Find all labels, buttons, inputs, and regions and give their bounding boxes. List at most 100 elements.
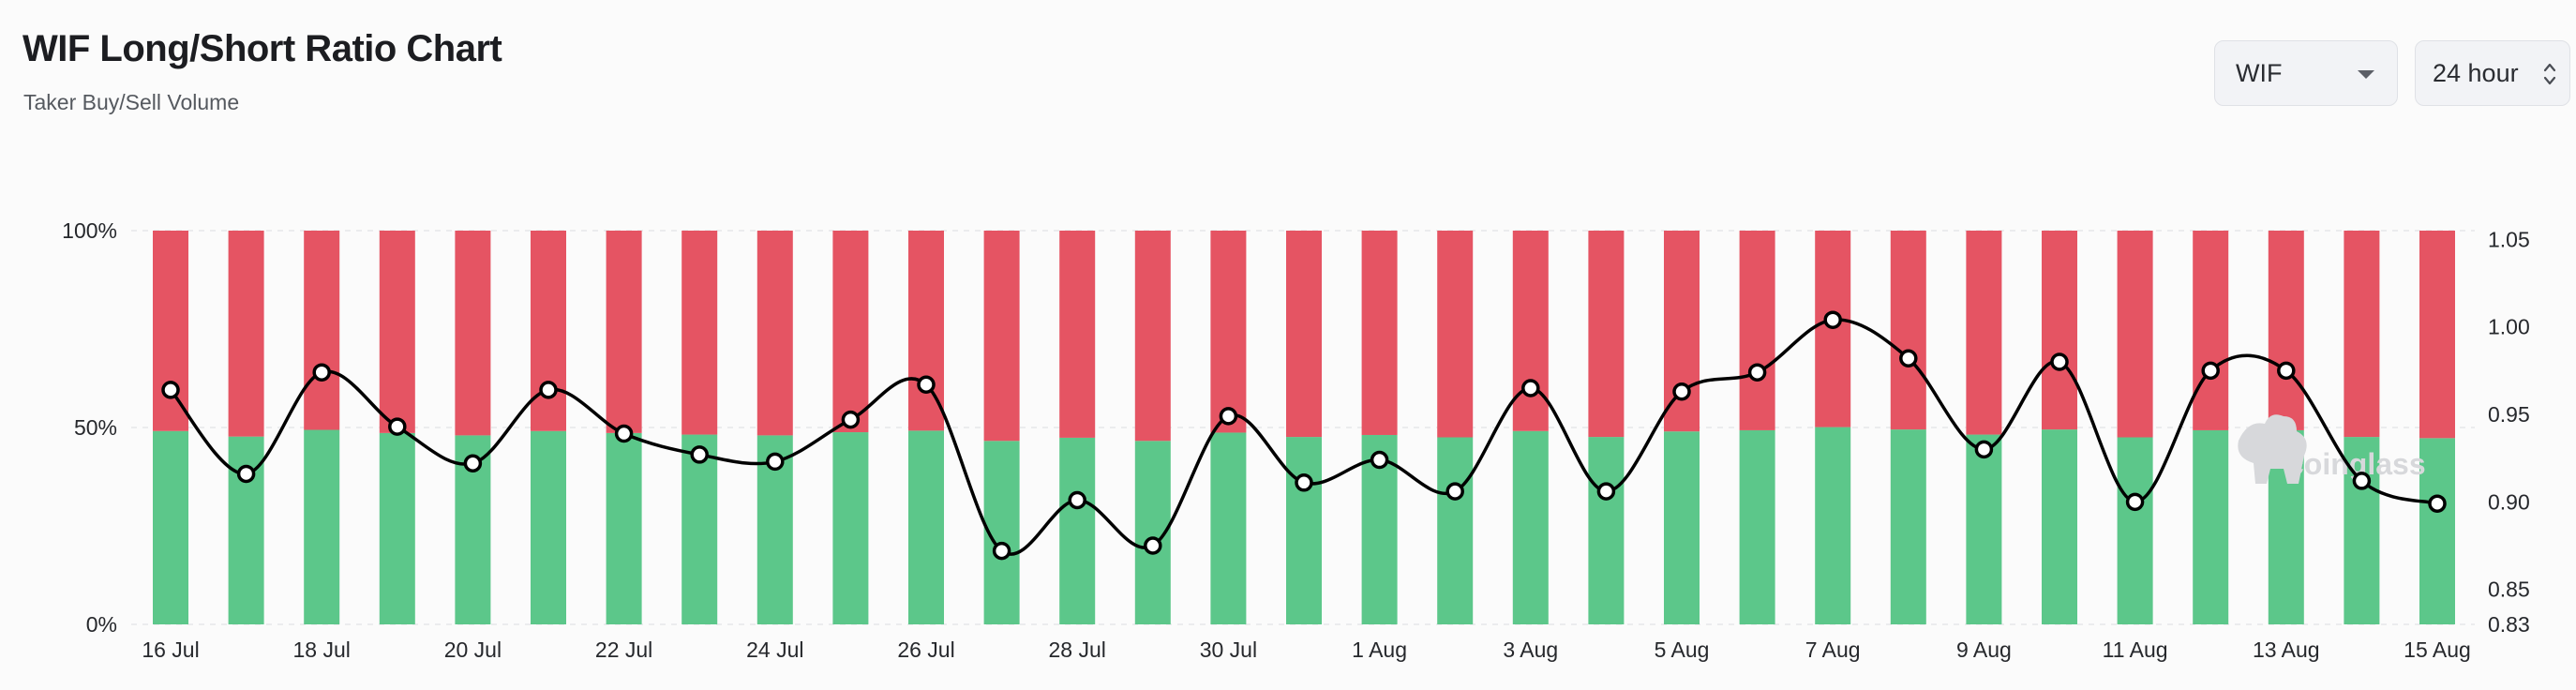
ratio-point [312, 363, 331, 382]
long-bar [304, 429, 340, 624]
symbol-select-value: WIF [2236, 58, 2283, 87]
short-bar [1512, 231, 1549, 431]
ratio-point [992, 541, 1011, 561]
ratio-point [1144, 536, 1162, 555]
long-bar [1286, 437, 1322, 624]
short-bar [1361, 231, 1398, 435]
short-bar [1134, 231, 1171, 442]
x-tick-label: 16 Jul [142, 638, 199, 662]
x-tick-label: 28 Jul [1049, 638, 1106, 662]
long-bar [1437, 437, 1474, 624]
ratio-point [614, 424, 634, 443]
short-bar [606, 231, 642, 433]
interval-select[interactable]: 24 hour [2415, 40, 2570, 106]
ratio-point [690, 445, 709, 464]
ratio-point [766, 452, 785, 472]
coinglass-logo-icon [2238, 414, 2307, 484]
ratio-point [1521, 379, 1540, 398]
long-bar [2117, 437, 2153, 624]
ratio-point [2428, 494, 2447, 513]
y-right-tick-label: 1.05 [2488, 227, 2530, 251]
ratio-point [2352, 472, 2372, 490]
page-title: WIF Long/Short Ratio Chart [22, 28, 502, 69]
ratio-point [917, 375, 936, 395]
ratio-point [2125, 492, 2145, 512]
ratio-point [161, 381, 180, 399]
short-bar [1739, 231, 1775, 430]
short-bar [153, 231, 188, 431]
long-bar [606, 432, 642, 624]
x-tick-label: 11 Aug [2103, 638, 2168, 662]
ratio-point [2277, 361, 2296, 381]
ratio-point [539, 381, 558, 399]
short-bar [455, 231, 491, 436]
short-bar [2193, 231, 2229, 430]
long-bar [832, 432, 869, 624]
y-right-tick-label: 0.83 [2488, 612, 2530, 637]
short-bar [1437, 231, 1474, 438]
long-bar [531, 430, 566, 624]
y-left-tick-label: 50% [74, 415, 117, 440]
ratio-point [1974, 440, 1994, 459]
short-bar [1059, 231, 1096, 438]
long-bar [681, 434, 718, 624]
long-bar [1512, 430, 1549, 624]
short-bar [1664, 231, 1700, 432]
long-bar [2193, 429, 2229, 624]
ratio-point [841, 410, 861, 429]
short-bar [756, 231, 793, 436]
short-bar [2344, 231, 2380, 438]
long-bar [1588, 437, 1625, 624]
y-right-tick-label: 0.90 [2488, 489, 2530, 514]
caret-down-icon [2358, 70, 2374, 79]
y-left-tick-label: 100% [62, 218, 117, 243]
ratio-point [236, 464, 256, 484]
symbol-select[interactable]: WIF [2214, 40, 2398, 106]
long-bar [1664, 431, 1700, 624]
long-bar [1059, 437, 1096, 624]
ratio-point [1445, 482, 1464, 501]
watermark: coinglass [2238, 414, 2426, 484]
x-tick-label: 18 Jul [293, 638, 351, 662]
long-bar [2419, 438, 2455, 624]
short-bar [304, 231, 340, 430]
long-bar [379, 432, 415, 624]
short-bar [228, 231, 264, 437]
x-tick-label: 1 Aug [1352, 638, 1407, 662]
y-right-tick-label: 0.85 [2488, 578, 2530, 602]
ratio-point [1370, 450, 1389, 470]
ratio-point [2201, 361, 2220, 381]
short-bar [2419, 231, 2455, 439]
short-bar [1890, 231, 1926, 430]
x-tick-label: 7 Aug [1805, 638, 1861, 662]
ratio-point [1596, 482, 1616, 501]
x-tick-label: 30 Jul [1200, 638, 1257, 662]
long-bar [2042, 429, 2077, 624]
page-subtitle: Taker Buy/Sell Volume [23, 90, 240, 114]
x-tick-label: 13 Aug [2253, 638, 2320, 662]
short-bar [1210, 231, 1247, 433]
ratio-point [1747, 363, 1767, 382]
y-right-tick-label: 1.00 [2488, 315, 2530, 339]
ratio-point [388, 417, 407, 436]
short-bar [681, 231, 718, 435]
long-bar [1815, 427, 1851, 624]
short-bar [2042, 231, 2077, 430]
long-bar [908, 430, 944, 624]
short-bar [379, 231, 415, 433]
short-bar [2117, 231, 2153, 438]
short-bar [2268, 231, 2304, 430]
long-bar [1210, 432, 1247, 624]
x-tick-label: 15 Aug [2404, 638, 2471, 662]
long-bar [1890, 429, 1926, 624]
short-bar [1966, 231, 2002, 435]
x-tick-label: 22 Jul [595, 638, 652, 662]
ratio-point [1672, 382, 1691, 401]
x-tick-label: 20 Jul [444, 638, 502, 662]
ratio-point [1823, 310, 1842, 329]
x-tick-label: 26 Jul [897, 638, 954, 662]
long-bar [1966, 434, 2002, 624]
ratio-point [463, 454, 483, 473]
